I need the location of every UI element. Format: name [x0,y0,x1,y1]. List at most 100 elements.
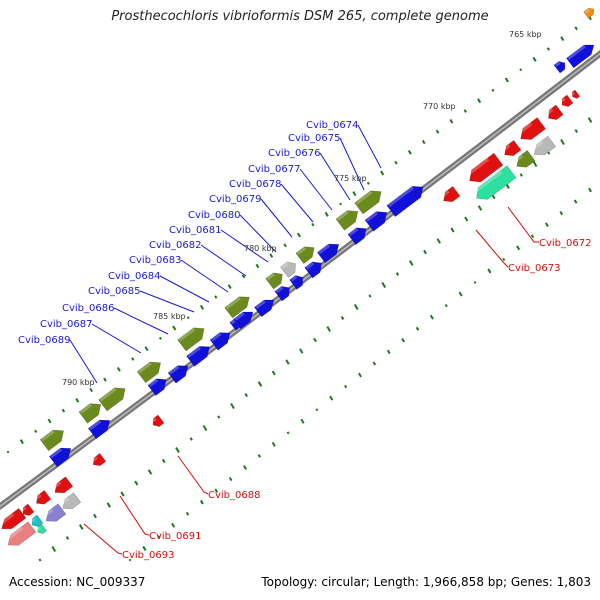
gc-tick [502,257,506,261]
gc-tick [315,408,319,412]
reverse-gene-label[interactable]: Cvib_0673 [508,263,560,274]
gc-tick [185,511,190,516]
ruler-labels: 765 kbp 770 kbp 775 kbp 780 kbp 785 kbp 790 k… [62,30,542,387]
gc-tick [171,522,176,528]
gene-arrow[interactable] [167,361,192,384]
forward-gene-label[interactable]: Cvib_0676 [268,148,320,159]
label-leader [177,455,209,495]
gene-arrow[interactable] [354,186,386,215]
gene-arrow[interactable] [78,399,105,424]
gene-arrow[interactable] [545,104,564,123]
forward-gene-label[interactable]: Cvib_0680 [188,210,240,221]
gene-arrow[interactable] [516,117,547,145]
gene-arrow[interactable] [224,292,254,319]
label-leader [299,168,333,211]
forward-gene-label[interactable]: Cvib_0689 [18,335,70,346]
gene-arrow[interactable] [440,185,461,205]
gene-arrow[interactable] [150,414,165,429]
forward-gene-label[interactable]: Cvib_0677 [248,164,300,175]
gc-tick [504,77,509,83]
gc-tick [286,431,290,435]
gene-arrow[interactable] [186,342,214,367]
forward-gene-label[interactable]: Cvib_0683 [129,255,181,266]
gene-arrow[interactable] [289,273,307,290]
gc-tick [477,205,483,211]
gc-tick [423,249,427,255]
gene-arrow[interactable] [147,374,170,397]
genome-backbone-highlight [0,52,600,508]
gene-arrow[interactable] [177,323,209,352]
gene-arrow[interactable] [98,383,130,412]
gene-arrow[interactable] [4,521,37,550]
gene-arrow[interactable] [39,425,68,452]
forward-gene-label[interactable]: Cvib_0682 [149,240,201,251]
gene-arrow[interactable] [35,523,48,535]
gene-arrow[interactable] [90,452,107,468]
gene-arrow[interactable] [347,223,370,246]
gc-tick [214,488,219,493]
forward-gene-label[interactable]: Cvib_0681 [169,225,221,236]
gc-tick [329,395,334,401]
gc-tick [6,450,10,454]
gc-tick [408,260,414,266]
gene-arrow[interactable] [472,165,517,204]
gene-arrow[interactable] [29,514,44,529]
gc-tick [271,441,276,447]
gene-arrow[interactable] [316,239,342,264]
gene-arrow[interactable] [364,207,391,232]
forward-gene-label[interactable]: Cvib_0678 [229,179,281,190]
gene-arrow[interactable] [20,503,35,518]
gene-arrow[interactable] [280,259,299,278]
reverse-gene-label[interactable]: Cvib_0693 [122,550,174,561]
reverse-gene-label[interactable]: Cvib_0672 [539,238,591,249]
gc-tick [269,253,274,258]
label-leaders [69,124,539,555]
gene-arrow[interactable] [48,443,74,468]
gene-arrow[interactable] [304,258,326,279]
gene-arrow[interactable] [87,415,113,440]
gene-arrow[interactable] [565,40,597,69]
forward-gene-label[interactable]: Cvib_0687 [40,319,92,330]
forward-gene-label[interactable]: Cvib_0684 [108,271,160,282]
label-leader [180,259,229,293]
reverse-gene-label[interactable]: Cvib_0688 [208,490,260,501]
forward-gene-label[interactable]: Cvib_0674 [306,120,358,131]
gene-arrow[interactable] [274,283,293,302]
forward-gene-label[interactable]: Cvib_0686 [62,303,114,314]
forward-gene-label[interactable]: Cvib_0679 [209,194,261,205]
reverse-gene-label[interactable]: Cvib_0691 [149,531,201,542]
gene-arrow[interactable] [229,318,242,331]
gene-arrow[interactable] [0,507,27,533]
gc-tick [217,415,221,419]
gene-arrow[interactable] [570,89,581,100]
gene-arrow[interactable] [513,149,536,171]
gene-arrow[interactable] [42,503,67,526]
gene-arrow[interactable] [501,139,522,159]
gene-arrow[interactable] [335,206,362,231]
gene-arrow[interactable] [583,6,597,19]
label-leader [69,339,98,384]
gene-arrow[interactable] [59,492,82,513]
gene-arrow[interactable] [136,357,165,384]
gc-tick [491,88,495,92]
gene-arrow[interactable] [530,135,557,160]
gene-arrow[interactable] [553,59,568,74]
gc-tick [51,545,57,553]
gene-labels: Cvib_0674 Cvib_0675 Cvib_0676 Cvib_0677 Cvib… [18,120,591,561]
gene-arrow[interactable] [386,181,427,218]
gene-arrow[interactable] [295,242,318,265]
gc-tick [257,454,261,458]
forward-gene-label[interactable]: Cvib_0675 [288,133,340,144]
gc-tick [366,181,370,185]
gene-arrow[interactable] [209,328,234,351]
gene-arrow[interactable] [559,94,574,109]
gene-arrow[interactable] [51,476,74,497]
gc-tick [202,424,208,432]
gene-arrow[interactable] [33,489,52,507]
gene-arrow[interactable] [253,295,277,318]
gene-arrow[interactable] [265,269,287,290]
gene-arrow[interactable] [465,152,504,187]
gc-tick [487,268,492,274]
forward-gene-label[interactable]: Cvib_0685 [88,286,140,297]
